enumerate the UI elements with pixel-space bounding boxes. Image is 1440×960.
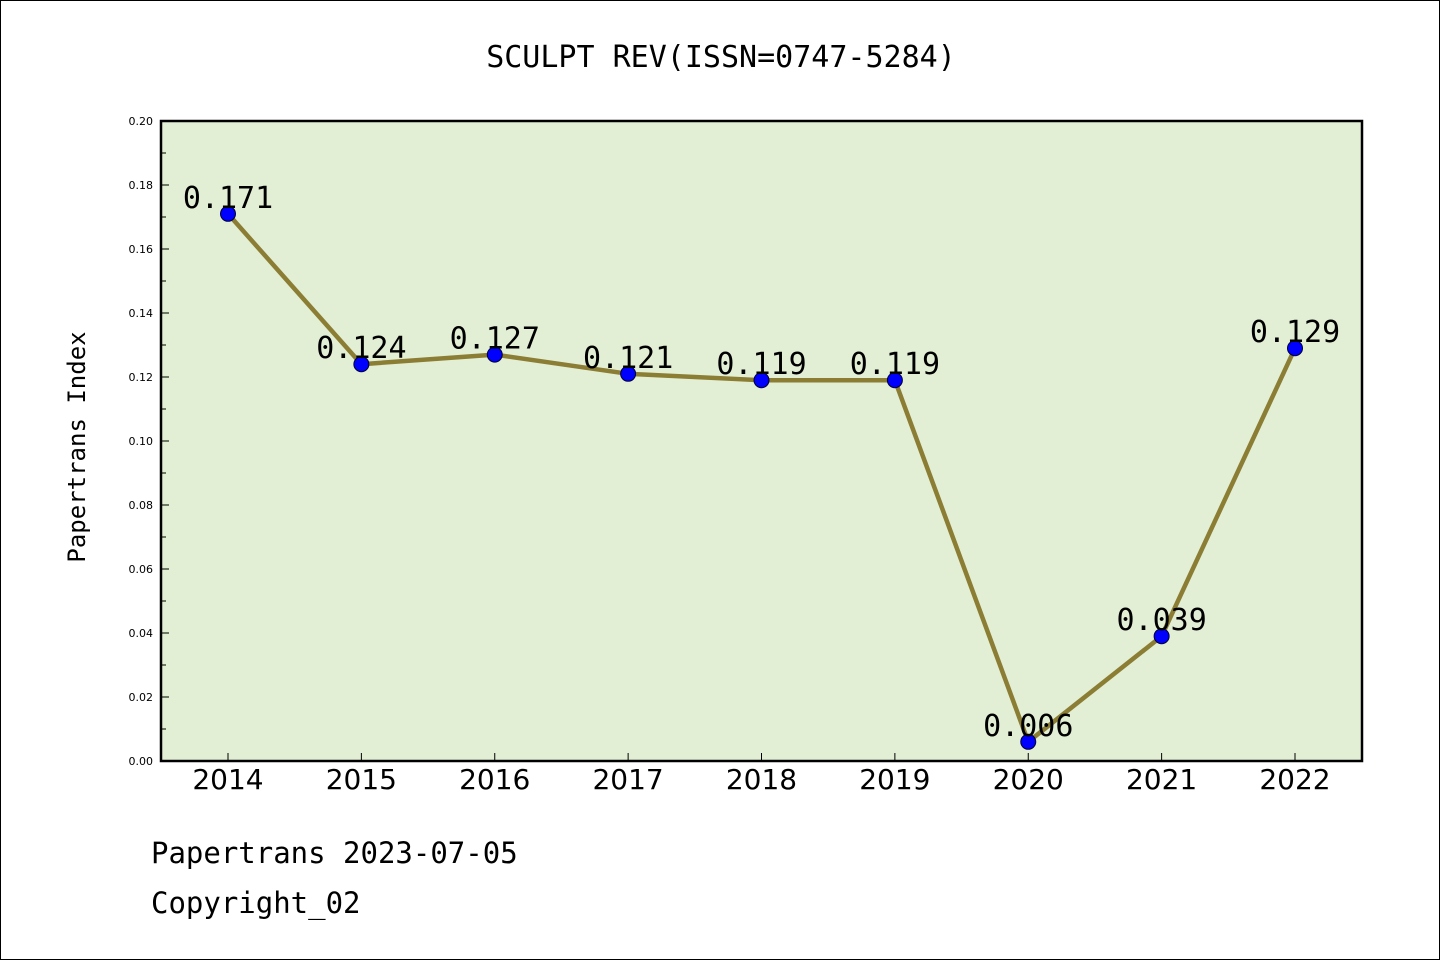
data-label: 0.039 bbox=[1116, 603, 1206, 638]
y-axis-label: Papertrans Index bbox=[63, 331, 91, 562]
chart-title: SCULPT REV(ISSN=0747-5284) bbox=[486, 40, 956, 75]
data-point bbox=[353, 356, 370, 373]
data-label: 0.124 bbox=[316, 331, 406, 366]
y-tick-label: 0.10 bbox=[129, 435, 154, 448]
plot-border bbox=[159, 119, 1364, 763]
y-tick-label: 0.18 bbox=[129, 179, 154, 192]
data-point bbox=[1287, 340, 1303, 357]
plot-area: 0.00 0.02 0.04 0.06 0.08 0.10 0.12 0.14 0.16 0.18… bbox=[129, 115, 1364, 796]
x-tick-label: 2018 bbox=[726, 763, 797, 796]
x-tick-label: 2017 bbox=[592, 763, 663, 796]
x-tick-label: 2022 bbox=[1259, 763, 1330, 796]
data-label: 0.119 bbox=[850, 347, 940, 382]
x-tick-label: 2021 bbox=[1126, 763, 1197, 796]
data-point bbox=[220, 205, 236, 222]
data-label: 0.129 bbox=[1250, 315, 1340, 350]
y-tick-label: 0.00 bbox=[129, 755, 154, 768]
y-tick-label: 0.20 bbox=[129, 115, 154, 128]
y-tick-label: 0.14 bbox=[129, 307, 154, 320]
data-label: 0.006 bbox=[983, 709, 1073, 744]
data-point bbox=[1020, 733, 1037, 750]
x-tick-label: 2015 bbox=[326, 763, 397, 796]
y-tick-label: 0.12 bbox=[129, 371, 154, 384]
data-label: 0.119 bbox=[716, 347, 806, 382]
data-label: 0.121 bbox=[583, 341, 673, 376]
y-tick-label: 0.08 bbox=[129, 499, 154, 512]
data-point bbox=[1153, 628, 1170, 645]
x-tick-label: 2020 bbox=[993, 763, 1064, 796]
y-tick-label: 0.02 bbox=[129, 691, 154, 704]
y-tick-label: 0.04 bbox=[129, 627, 154, 640]
x-tick-label: 2016 bbox=[459, 763, 530, 796]
x-tick-label: 2019 bbox=[859, 763, 930, 796]
data-point bbox=[620, 365, 637, 382]
plot-background bbox=[161, 121, 1362, 761]
y-tick-label: 0.06 bbox=[129, 563, 154, 576]
data-label: 0.127 bbox=[450, 322, 540, 357]
x-tick-label: 2014 bbox=[192, 763, 263, 796]
data-point bbox=[486, 346, 503, 363]
data-label: 0.171 bbox=[183, 181, 273, 216]
y-tick-label: 0.16 bbox=[129, 243, 154, 256]
data-point bbox=[753, 372, 770, 389]
data-point bbox=[886, 372, 903, 389]
footer-date-line: Papertrans 2023-07-05 bbox=[151, 836, 518, 870]
footer-copyright-line: Copyright_02 bbox=[151, 886, 361, 920]
